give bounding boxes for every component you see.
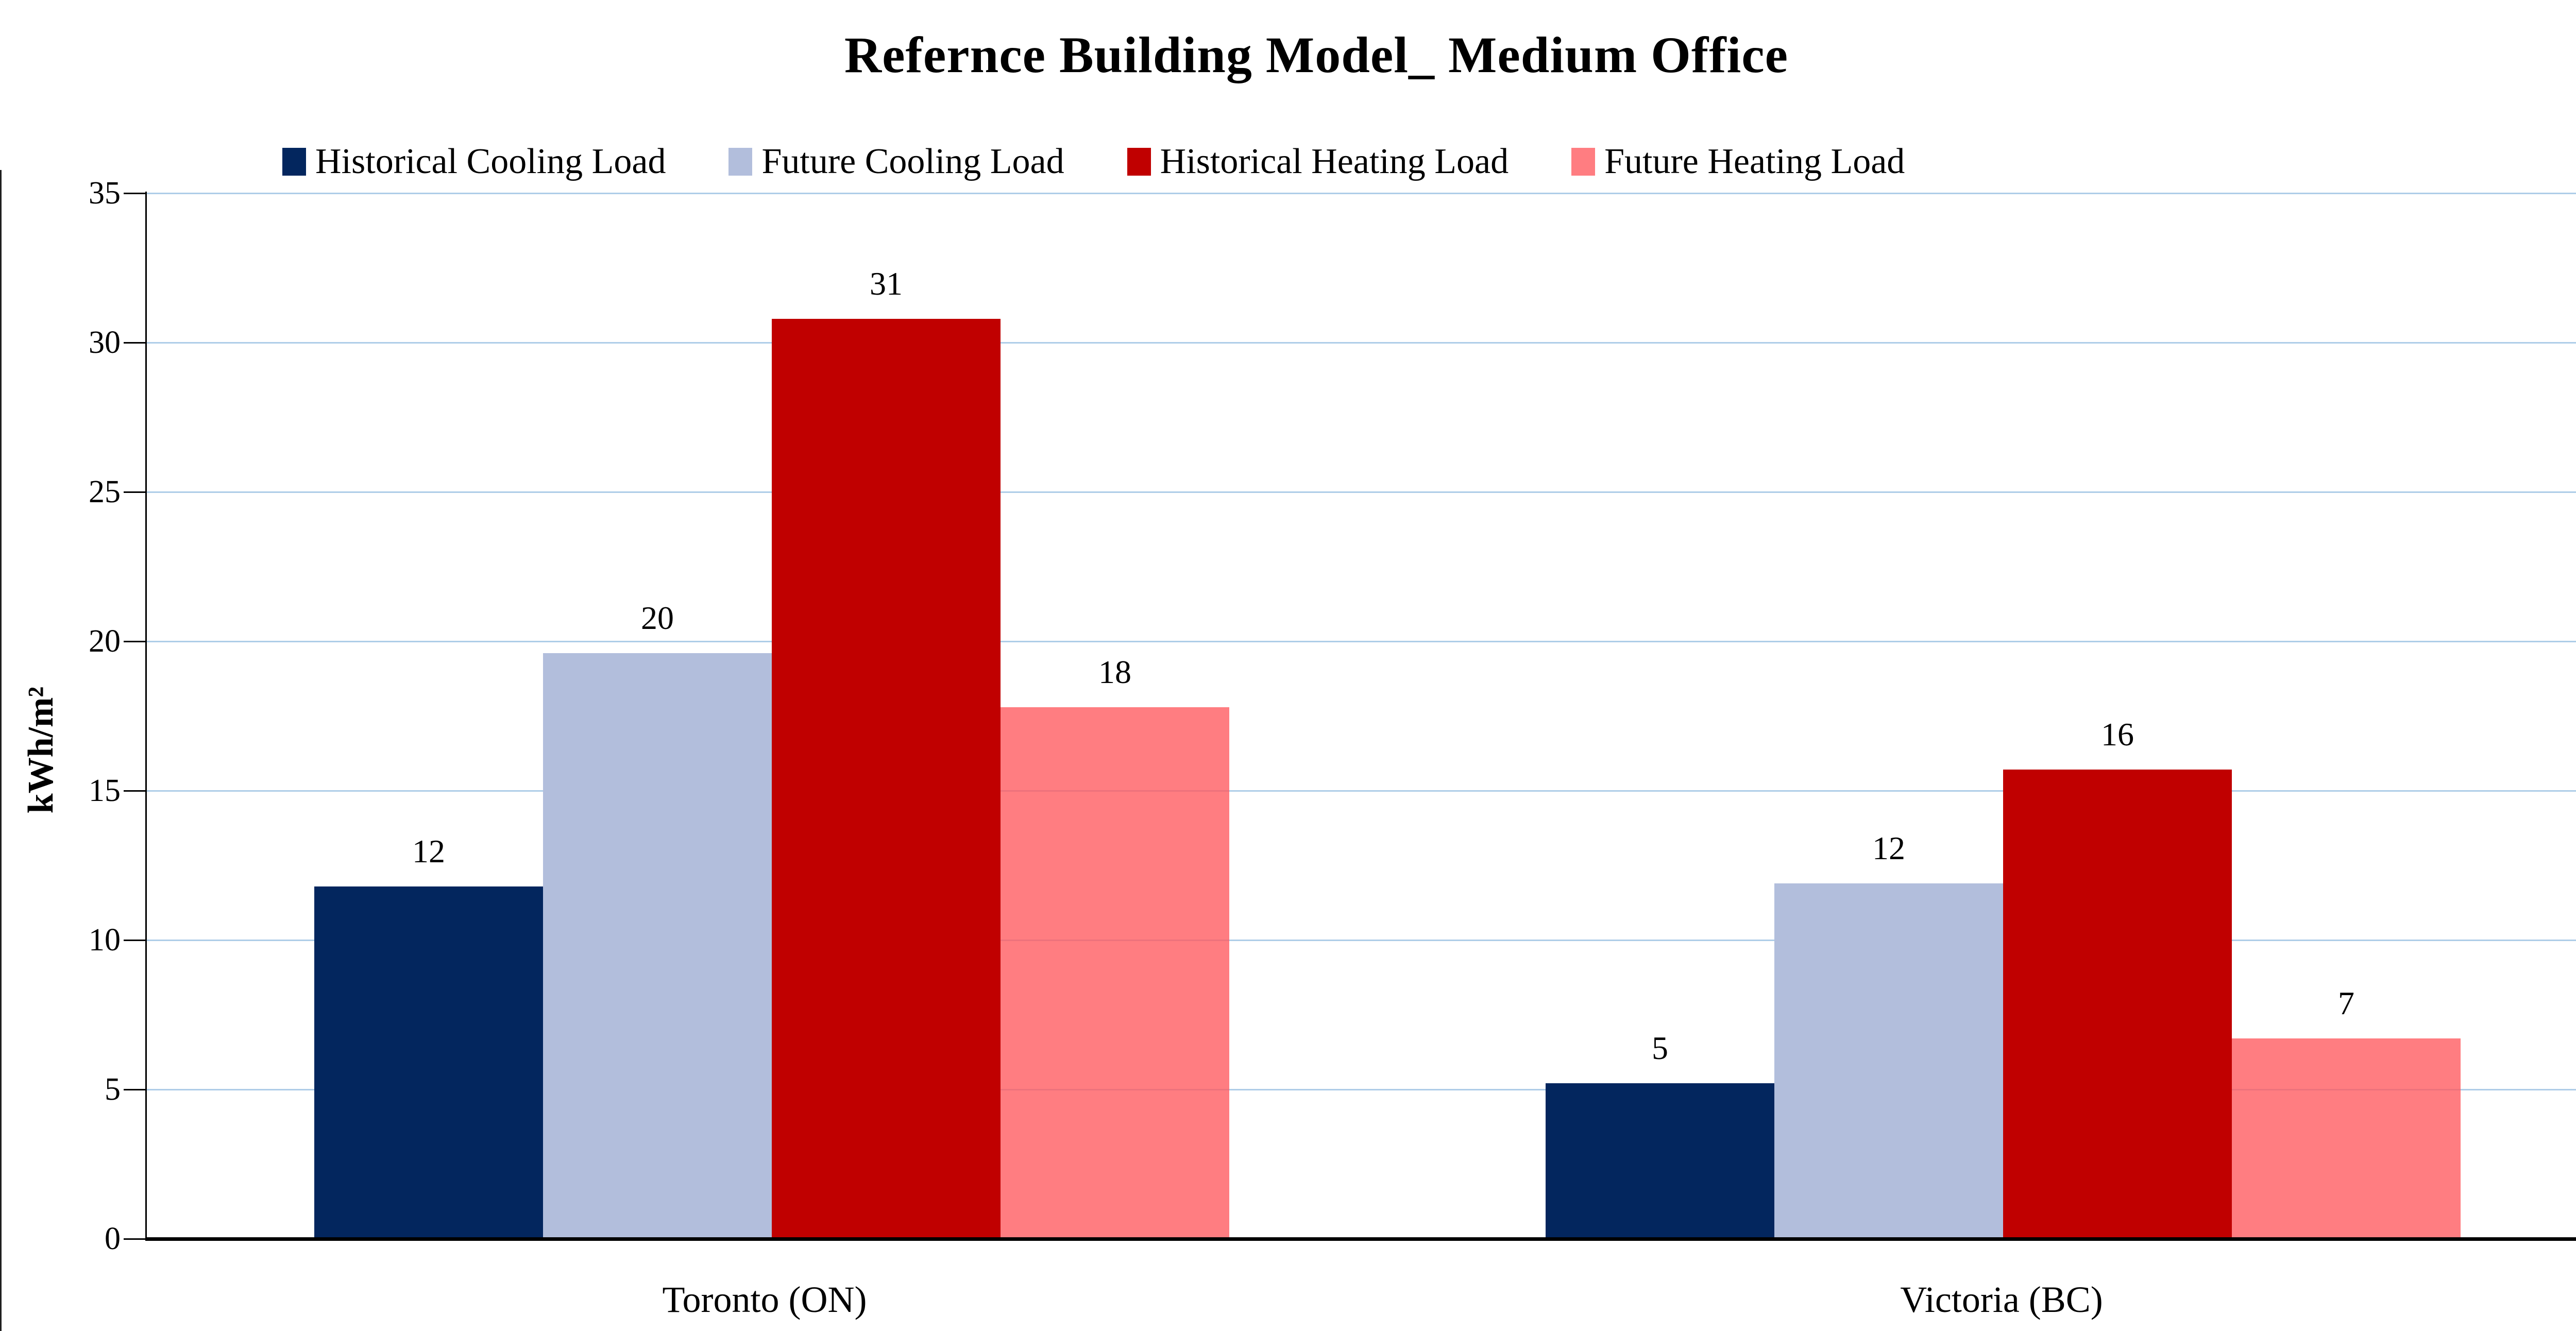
bar-value-label: 12 xyxy=(412,833,445,869)
chart-title: Refernce Building Model_ Medium Office xyxy=(844,26,1789,83)
category-label-1: Victoria (BC) xyxy=(1900,1279,2103,1320)
bar-historical-heating-load-0 xyxy=(772,319,1001,1239)
gridline-15 xyxy=(146,790,2576,792)
gridline-30 xyxy=(146,342,2576,344)
y-tick-mark-30 xyxy=(124,342,147,344)
legend: Historical Cooling Load Future Cooling Lo… xyxy=(282,140,1905,183)
gridline-20 xyxy=(146,641,2576,642)
gridline-35 xyxy=(146,193,2576,194)
legend-swatch-icon xyxy=(282,148,306,176)
y-tick-mark-20 xyxy=(124,641,147,642)
bar-value-label: 5 xyxy=(1652,1030,1668,1066)
legend-label: Future Heating Load xyxy=(1604,142,1905,181)
bar-value-label: 12 xyxy=(1872,830,1905,866)
bar-historical-cooling-load-1 xyxy=(1546,1083,1774,1239)
y-axis-title: kWh/m² xyxy=(21,686,61,814)
y-tick-mark-15 xyxy=(124,790,147,792)
category-label-0: Toronto (ON) xyxy=(662,1279,867,1320)
bar-historical-cooling-load-0 xyxy=(314,886,543,1239)
y-tick-mark-5 xyxy=(124,1089,147,1090)
y-tick-label-15: 15 xyxy=(89,773,121,808)
bar-future-heating-load-0 xyxy=(1001,707,1229,1239)
gridline-5 xyxy=(146,1089,2576,1090)
legend-label: Historical Heating Load xyxy=(1160,142,1509,181)
legend-item-historical-cooling-load: Historical Cooling Load xyxy=(282,140,666,183)
screenshot-edge-line xyxy=(0,170,2,1331)
x-axis-line xyxy=(146,1237,2576,1241)
legend-item-future-heating-load: Future Heating Load xyxy=(1571,140,1905,183)
y-tick-label-20: 20 xyxy=(89,624,121,659)
bar-future-heating-load-1 xyxy=(2232,1038,2461,1239)
legend-item-future-cooling-load: Future Cooling Load xyxy=(728,140,1064,183)
y-axis-line xyxy=(145,192,147,1241)
y-tick-mark-25 xyxy=(124,491,147,493)
legend-swatch-icon xyxy=(1571,148,1596,176)
legend-label: Future Cooling Load xyxy=(761,142,1064,181)
legend-swatch-icon xyxy=(1127,148,1151,176)
gridline-10 xyxy=(146,940,2576,941)
bar-value-label: 20 xyxy=(641,600,674,636)
bar-future-cooling-load-1 xyxy=(1774,883,2003,1239)
bar-value-label: 7 xyxy=(2338,985,2354,1021)
y-tick-label-25: 25 xyxy=(89,474,121,509)
bar-value-label: 16 xyxy=(2101,716,2134,753)
gridline-25 xyxy=(146,491,2576,493)
bar-value-label: 31 xyxy=(870,265,903,302)
bar-historical-heating-load-1 xyxy=(2003,770,2232,1239)
bar-value-label: 18 xyxy=(1098,654,1131,690)
y-tick-label-35: 35 xyxy=(89,176,121,211)
y-tick-mark-10 xyxy=(124,940,147,941)
legend-item-historical-heating-load: Historical Heating Load xyxy=(1127,140,1509,183)
legend-label: Historical Cooling Load xyxy=(315,142,666,181)
y-tick-label-5: 5 xyxy=(105,1072,121,1107)
y-tick-label-30: 30 xyxy=(89,325,121,360)
bar-future-cooling-load-0 xyxy=(543,653,772,1239)
legend-swatch-icon xyxy=(728,148,753,176)
y-tick-label-10: 10 xyxy=(89,923,121,958)
y-tick-label-0: 0 xyxy=(105,1221,121,1256)
y-tick-mark-35 xyxy=(124,193,147,194)
y-tick-mark-0 xyxy=(124,1238,147,1240)
